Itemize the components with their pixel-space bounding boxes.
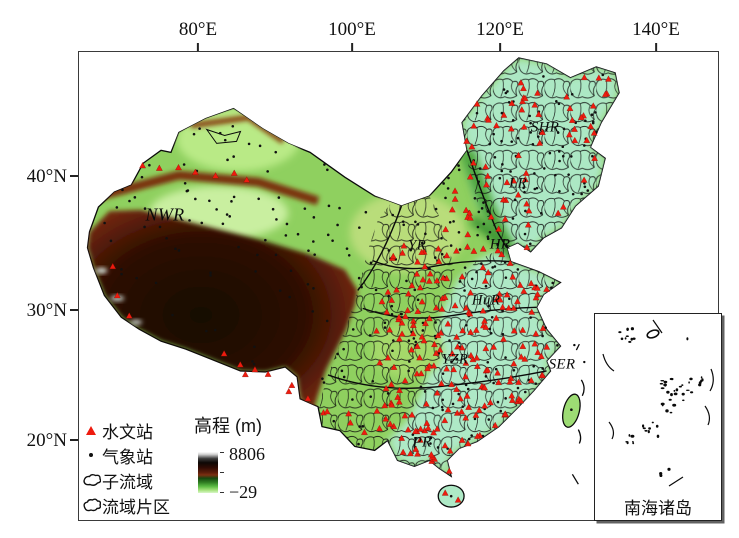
region-label-nwr: NWR xyxy=(145,204,185,225)
region-label-yr: YR xyxy=(407,237,427,254)
colorbar-tick-mid xyxy=(220,472,224,474)
legend-label: 气象站 xyxy=(102,447,153,467)
china-elevation-map xyxy=(86,57,620,508)
region-label-lr: LR xyxy=(508,175,528,192)
region-label-hr: HR xyxy=(489,236,511,253)
region-label-pr: PR xyxy=(412,434,432,451)
legend-item-subbasin: 子流域 xyxy=(80,469,153,492)
tick-mark xyxy=(351,43,353,51)
tick-label-40n: 40°N xyxy=(26,165,67,187)
colorbar-min-label: −29 xyxy=(229,482,258,502)
tick-label-100e: 100°E xyxy=(328,19,376,40)
legend-item-hydro-station: 水文站 xyxy=(80,419,153,442)
south-china-sea-islands xyxy=(602,319,714,487)
met-station-dot-icon xyxy=(80,453,102,457)
tick-mark xyxy=(655,43,657,51)
map-frame xyxy=(78,51,719,521)
tick-label-20n: 20°N xyxy=(26,429,67,451)
hydro-station-triangle-icon xyxy=(80,425,102,435)
tick-label-140e: 140°E xyxy=(632,19,680,40)
region-label-yzr: YZR xyxy=(441,351,469,368)
tick-label-80e: 80°E xyxy=(178,19,218,40)
region-label-shr: SHR xyxy=(530,119,560,136)
subbasin-outline-icon xyxy=(80,473,102,487)
top-tick-80e: 80°E xyxy=(179,16,217,51)
inset-title: 南海诸岛 xyxy=(624,499,692,518)
tick-mark xyxy=(70,309,78,311)
top-tick-120e: 120°E xyxy=(476,16,524,51)
south-china-sea-inset: 南海诸岛 xyxy=(594,313,722,521)
left-tick-30n: 30°N xyxy=(14,299,78,321)
left-tick-20n: 20°N xyxy=(14,429,78,451)
sea-dash-marks xyxy=(571,343,586,485)
colorbar-tick-max xyxy=(220,452,224,454)
region-label-hur: HuR xyxy=(471,292,501,309)
tick-label-120e: 120°E xyxy=(476,19,524,40)
tick-mark xyxy=(70,175,78,177)
legend-label: 子流域 xyxy=(102,472,153,492)
left-tick-40n: 40°N xyxy=(14,165,78,187)
elevation-colorbar xyxy=(198,452,218,493)
tick-mark xyxy=(70,439,78,441)
tick-label-30n: 30°N xyxy=(26,299,67,321)
legend-item-basin-region: 流域片区 xyxy=(80,494,170,517)
colorbar-tick-min xyxy=(220,492,224,494)
hydro-station-markers xyxy=(109,73,612,503)
colorbar-title: 高程 (m) xyxy=(194,416,262,436)
colorbar-max-label: 8806 xyxy=(229,444,265,464)
basin-region-outline-icon xyxy=(80,498,102,512)
legend-label: 流域片区 xyxy=(102,497,170,517)
legend-label: 水文站 xyxy=(102,422,153,442)
tick-mark xyxy=(499,43,501,51)
region-label-ser: SER xyxy=(548,356,576,373)
tick-mark xyxy=(197,43,199,51)
top-tick-140e: 140°E xyxy=(632,16,680,51)
top-tick-100e: 100°E xyxy=(328,16,376,51)
legend-item-met-station: 气象站 xyxy=(80,444,153,467)
